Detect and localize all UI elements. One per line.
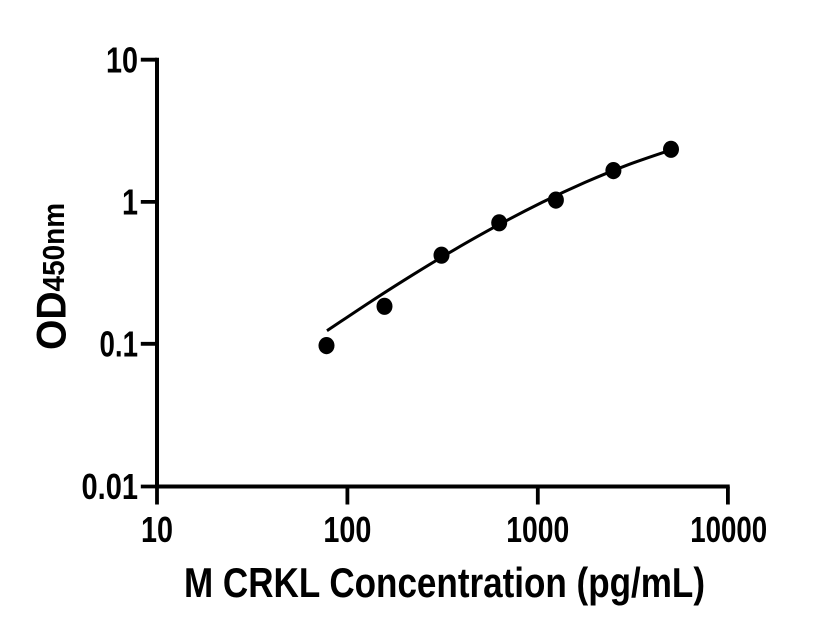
- svg-text:M CRKL Concentration (pg/mL): M CRKL Concentration (pg/mL): [184, 559, 705, 606]
- svg-text:10: 10: [141, 509, 173, 550]
- svg-text:100: 100: [323, 509, 371, 550]
- svg-text:10: 10: [106, 39, 138, 80]
- svg-text:1000: 1000: [506, 509, 569, 550]
- svg-text:0.1: 0.1: [100, 323, 139, 364]
- svg-text:1: 1: [122, 182, 138, 223]
- svg-text:OD450nm: OD450nm: [28, 203, 75, 350]
- svg-text:0.01: 0.01: [82, 466, 139, 507]
- svg-text:10000: 10000: [690, 509, 767, 550]
